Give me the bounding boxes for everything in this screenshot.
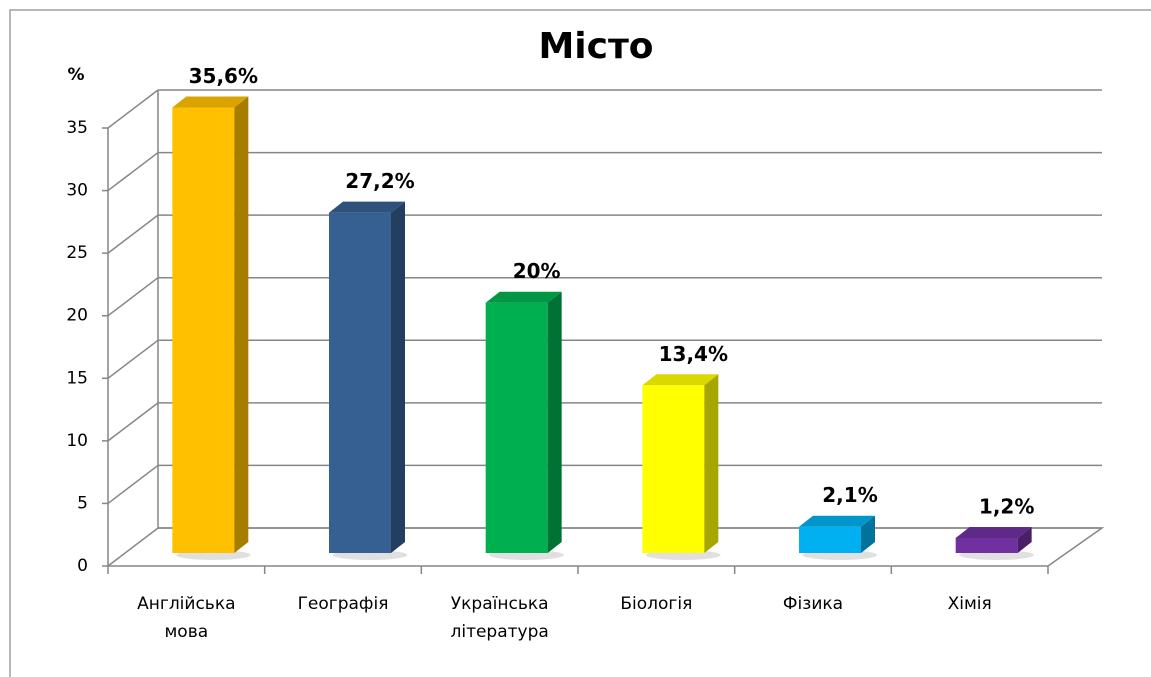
grid-line <box>107 402 159 442</box>
y-tick-label: 10 <box>66 431 88 451</box>
value-label: 13,4% <box>659 342 728 366</box>
value-label: 35,6% <box>189 64 258 88</box>
bar <box>485 302 548 553</box>
bar <box>329 212 391 553</box>
bar-top <box>329 201 405 213</box>
bar <box>955 537 1018 553</box>
chart-frame <box>9 9 1151 677</box>
bar-top <box>172 96 249 108</box>
y-tick-label: 0 <box>77 556 88 576</box>
bar <box>172 107 235 554</box>
bar-side <box>547 291 562 553</box>
y-tick-label: 30 <box>66 181 88 201</box>
bar <box>642 385 705 553</box>
x-tick-label: Фізика <box>783 594 843 614</box>
bar-side <box>391 201 405 553</box>
bar <box>799 526 861 553</box>
y-tick-label: 20 <box>66 306 88 326</box>
bar-side <box>861 515 875 553</box>
value-label: 2,1% <box>822 483 877 507</box>
grid-line <box>107 214 159 254</box>
y-tick-label: 25 <box>66 243 88 263</box>
grid-line <box>107 277 159 317</box>
y-axis-label: % <box>67 65 84 85</box>
bar-side <box>234 96 249 554</box>
grid-line <box>107 464 159 505</box>
x-tick-label: Українська література <box>450 594 548 642</box>
value-label: 27,2% <box>345 169 414 193</box>
grid-line <box>107 89 159 129</box>
y-tick-label: 35 <box>66 118 88 138</box>
grid-line <box>107 151 159 192</box>
bar-top <box>799 515 875 527</box>
bar-side <box>1017 526 1032 553</box>
value-label: 1,2% <box>979 494 1034 518</box>
chart-title: Місто <box>538 26 653 67</box>
floor <box>108 527 1105 567</box>
value-label: 20% <box>513 259 561 283</box>
x-tick-label: Хімія <box>948 594 992 614</box>
bar-top <box>955 526 1032 538</box>
bar-top <box>485 291 562 303</box>
x-tick-label: Географія <box>298 594 389 614</box>
grid-line <box>107 339 159 379</box>
x-tick-label: Біологія <box>620 594 692 614</box>
grid-line <box>107 527 159 567</box>
bar-side <box>704 374 719 553</box>
x-tick-label: Англійська мова <box>137 594 235 642</box>
y-tick-label: 15 <box>66 368 88 388</box>
bar-top <box>642 374 719 386</box>
y-tick-label: 5 <box>77 493 88 513</box>
